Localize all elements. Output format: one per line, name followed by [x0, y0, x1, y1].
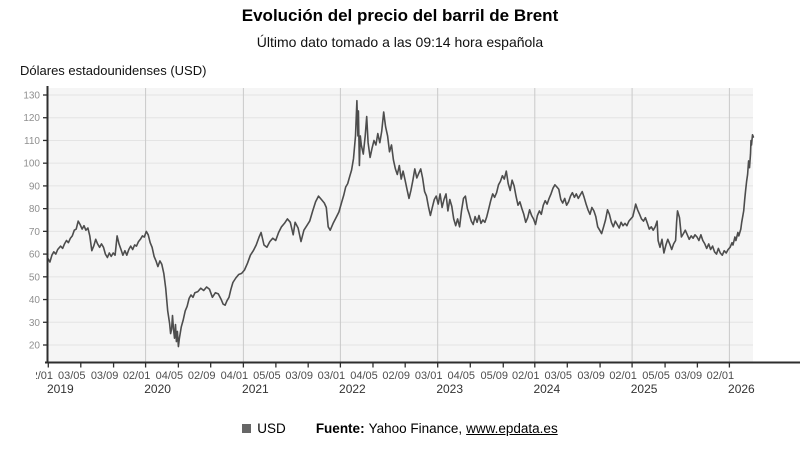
svg-text:2023: 2023 [436, 382, 463, 396]
svg-text:2021: 2021 [242, 382, 269, 396]
svg-text:03/09: 03/09 [675, 370, 703, 382]
svg-text:04/01: 04/01 [221, 370, 249, 382]
svg-text:03/09: 03/09 [577, 370, 605, 382]
svg-text:2020: 2020 [144, 382, 171, 396]
svg-text:02/01: 02/01 [123, 370, 151, 382]
x-axis-ticks [47, 363, 731, 368]
svg-text:30: 30 [29, 318, 41, 329]
svg-text:02/01: 02/01 [707, 370, 735, 382]
svg-text:70: 70 [29, 227, 41, 238]
svg-text:03/01: 03/01 [415, 370, 443, 382]
svg-text:03/09: 03/09 [285, 370, 313, 382]
svg-text:2019: 2019 [47, 382, 74, 396]
svg-text:2024: 2024 [533, 382, 560, 396]
svg-text:120: 120 [23, 113, 40, 124]
page-title: Evolución del precio del barril de Brent [241, 6, 559, 25]
legend-swatch-icon [242, 424, 252, 433]
source-label: Fuente: [315, 421, 365, 436]
svg-text:20: 20 [29, 341, 41, 352]
legend-item-usd: USD [242, 421, 286, 436]
x-axis-labels: 02/01 03/05 03/09 02/01 04/05 02/09 04/01 05/05… [26, 370, 735, 382]
svg-text:2026: 2026 [728, 382, 755, 396]
svg-text:2022: 2022 [339, 382, 366, 396]
y-axis-ticks: 20 30 40 50 60 70 80 90 100 110 120 130 [23, 91, 48, 352]
usd-price-line [47, 99, 755, 348]
svg-text:04/05: 04/05 [156, 370, 184, 382]
svg-text:02/09: 02/09 [188, 370, 216, 382]
svg-text:03/09: 03/09 [91, 370, 119, 382]
year-labels: 2019 2020 2021 2022 2023 2024 2025 2026 [47, 382, 755, 396]
svg-text:02/01: 02/01 [26, 370, 54, 382]
svg-text:04/05: 04/05 [448, 370, 476, 382]
svg-text:40: 40 [29, 295, 41, 306]
page-subtitle: Último dato tomado a las 09:14 hora espa… [256, 34, 544, 50]
source-text: Yahoo Finance, [368, 421, 463, 436]
source-link[interactable]: www.epdata.es [466, 421, 558, 436]
svg-text:02/01: 02/01 [512, 370, 540, 382]
svg-text:04/05: 04/05 [350, 370, 378, 382]
svg-text:60: 60 [29, 250, 41, 261]
svg-text:03/01: 03/01 [318, 370, 346, 382]
svg-text:05/05: 05/05 [253, 370, 281, 382]
svg-text:90: 90 [29, 181, 41, 192]
chart-footer: USD Fuente: Yahoo Finance, www.epdata.es [0, 421, 800, 436]
source-attribution: Fuente: Yahoo Finance, www.epdata.es [316, 421, 558, 436]
legend-label: USD [257, 421, 286, 436]
svg-text:02/09: 02/09 [382, 370, 410, 382]
svg-text:100: 100 [23, 159, 40, 170]
svg-text:110: 110 [24, 136, 40, 147]
svg-text:80: 80 [29, 204, 41, 215]
svg-text:2025: 2025 [631, 382, 658, 396]
svg-text:50: 50 [29, 272, 41, 283]
svg-text:05/05: 05/05 [642, 370, 670, 382]
svg-text:130: 130 [23, 91, 40, 102]
svg-text:03/05: 03/05 [58, 370, 86, 382]
svg-text:05/09: 05/09 [481, 370, 509, 382]
horizontal-gridlines [48, 94, 753, 346]
svg-text:02/01: 02/01 [609, 370, 637, 382]
y-axis-title: Dólares estadounidenses (USD) [20, 63, 207, 78]
svg-text:03/05: 03/05 [545, 370, 573, 382]
plot-area [48, 88, 753, 362]
vertical-gridlines [145, 88, 730, 362]
